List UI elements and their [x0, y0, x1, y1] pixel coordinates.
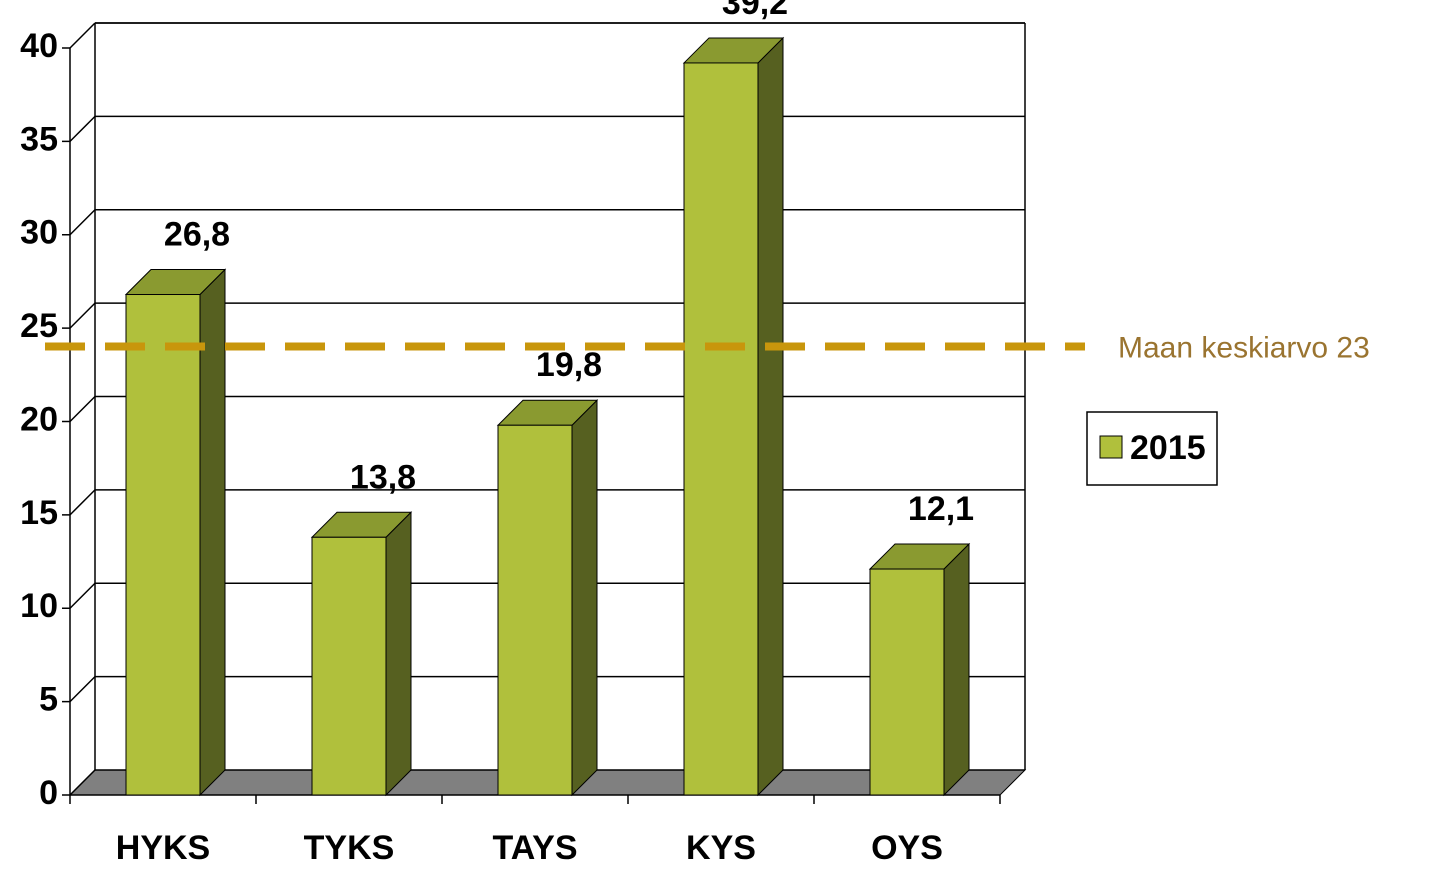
bar-side — [757, 36, 784, 797]
x-tick-label: TAYS — [492, 829, 577, 867]
grid-line — [69, 769, 96, 796]
y-tick-label: 30 — [20, 214, 58, 252]
bar — [497, 424, 573, 796]
bar-side — [571, 399, 598, 797]
y-tick-label: 5 — [39, 681, 58, 719]
grid-line — [69, 302, 96, 329]
grid-line — [69, 395, 96, 423]
bar — [125, 294, 201, 796]
bar — [683, 62, 759, 796]
x-tick-label: TYKS — [304, 829, 395, 867]
y-tick-label: 35 — [20, 120, 58, 158]
grid-line — [69, 209, 96, 236]
x-tick-label: HYKS — [116, 829, 210, 867]
data-label: 19,8 — [536, 346, 602, 384]
reference-label: Maan keskiarvo 23 — [1118, 331, 1370, 364]
y-tick-label: 15 — [20, 494, 58, 532]
data-label: 13,8 — [350, 458, 416, 496]
grid-line — [69, 115, 96, 142]
legend-label: 2015 — [1130, 429, 1206, 467]
bar-side — [385, 511, 412, 797]
legend-swatch — [1099, 435, 1123, 459]
bar — [311, 536, 387, 796]
bar-side — [943, 542, 970, 797]
y-tick-label: 40 — [20, 27, 58, 65]
y-tick-label: 0 — [39, 774, 58, 812]
grid-line — [69, 22, 96, 49]
grid-line — [69, 676, 96, 703]
data-label: 39,2 — [722, 0, 788, 22]
y-tick-label: 10 — [20, 587, 58, 625]
data-label: 26,8 — [164, 215, 230, 253]
x-tick-label: OYS — [871, 829, 943, 867]
y-tick-label: 20 — [20, 400, 58, 438]
grid-line — [69, 489, 96, 516]
x-tick-label: KYS — [686, 829, 756, 867]
bar — [869, 568, 945, 796]
grid-line — [69, 582, 96, 609]
legend: 2015 — [1086, 411, 1218, 486]
y-tick-label: 25 — [20, 307, 58, 345]
data-label: 12,1 — [908, 490, 974, 528]
